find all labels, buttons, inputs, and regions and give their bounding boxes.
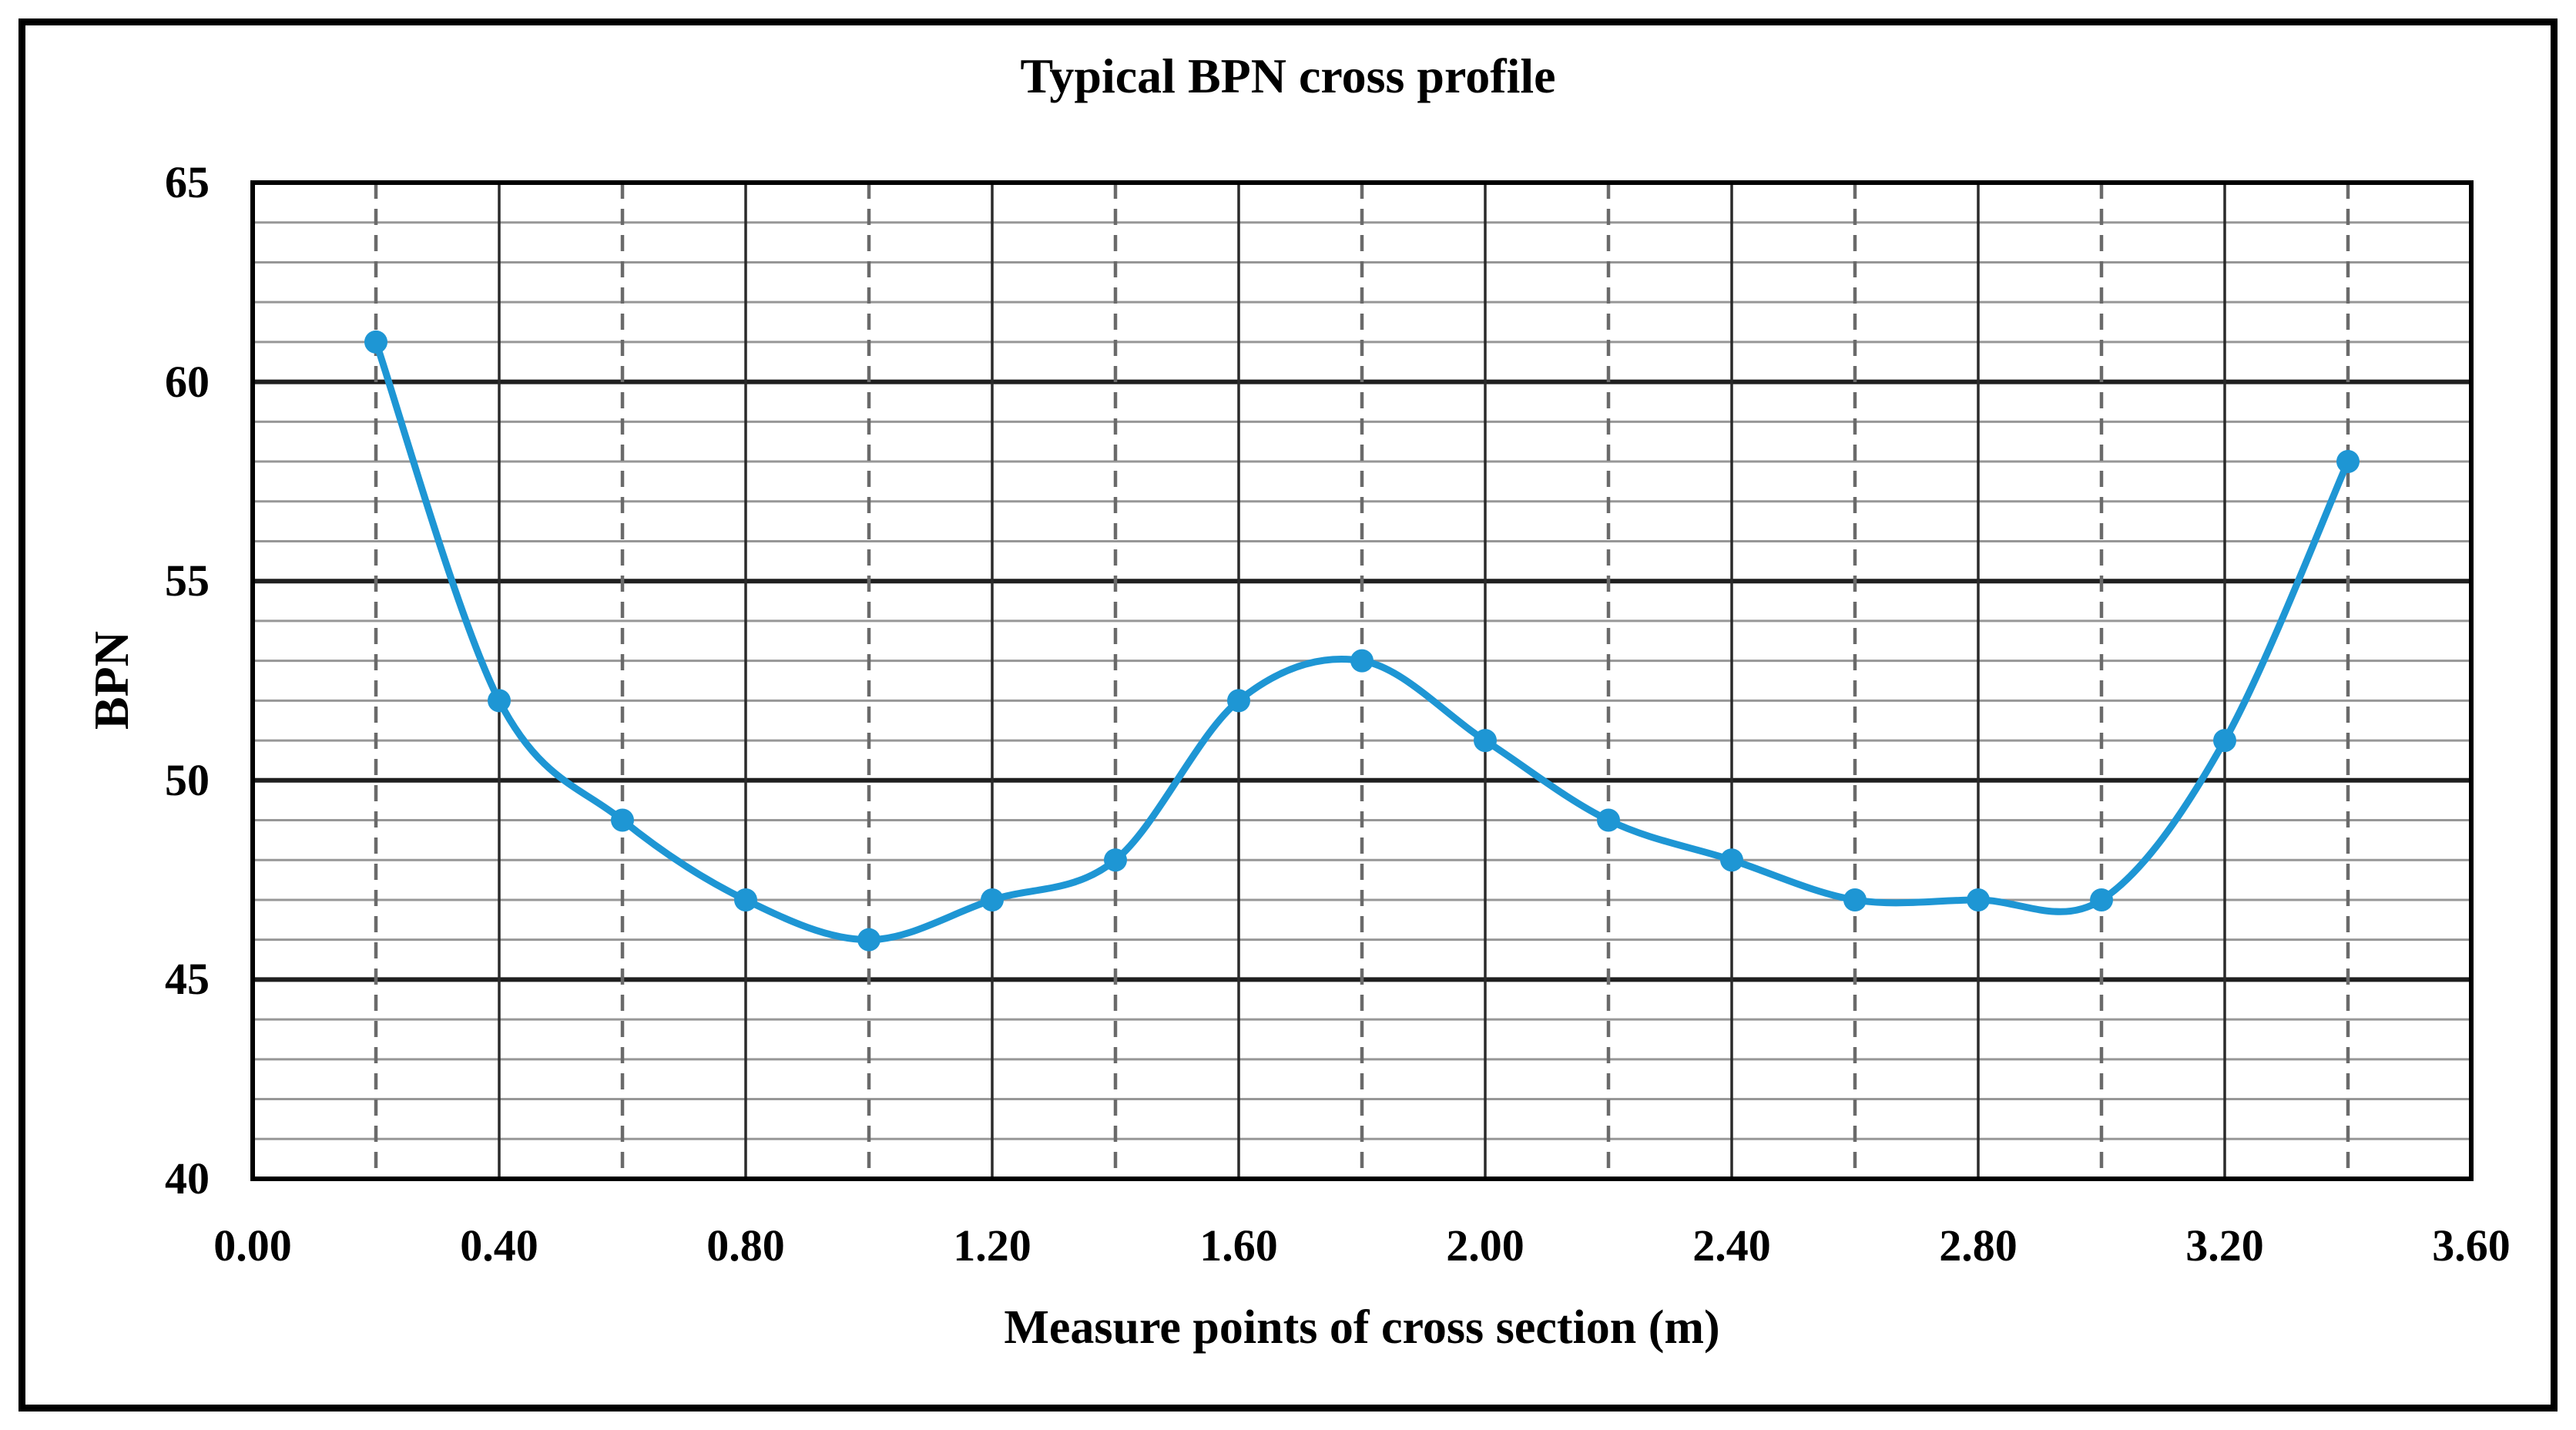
y-tick-label: 65	[165, 157, 210, 207]
data-point-marker	[2213, 729, 2236, 753]
data-point-marker	[1967, 888, 1990, 911]
x-tick-label: 0.40	[460, 1220, 538, 1271]
data-point-marker	[1597, 808, 1620, 832]
x-tick-label: 0.80	[706, 1220, 785, 1271]
figure-border	[18, 18, 2558, 1412]
x-tick-label: 3.20	[2185, 1220, 2264, 1271]
data-point-marker	[981, 888, 1004, 911]
x-tick-label: 2.40	[1692, 1220, 1771, 1271]
x-tick-label: 0.00	[213, 1220, 292, 1271]
x-tick-label: 2.00	[1446, 1220, 1524, 1271]
y-tick-label: 55	[165, 556, 210, 606]
series-line	[372, 338, 2352, 944]
data-point-marker	[1474, 729, 1497, 753]
data-point-marker	[2090, 888, 2113, 911]
data-point-marker	[1843, 888, 1867, 911]
plot-border	[250, 180, 2474, 1181]
data-point-marker	[488, 689, 511, 713]
data-point-marker	[611, 808, 634, 832]
chart-title: Typical BPN cross profile	[1020, 49, 1556, 103]
data-point-marker	[364, 330, 387, 354]
data-point-marker	[857, 928, 880, 952]
x-tick-label: 1.60	[1199, 1220, 1278, 1271]
y-tick-label: 40	[165, 1153, 210, 1203]
x-axis-title: Measure points of cross section (m)	[1004, 1301, 1720, 1354]
y-tick-label: 60	[165, 356, 210, 407]
x-tick-label: 3.60	[2432, 1220, 2511, 1271]
x-tick-label: 1.20	[953, 1220, 1031, 1271]
y-tick-label: 45	[165, 954, 210, 1005]
x-tick-label: 2.80	[1939, 1220, 2018, 1271]
data-point-marker	[1227, 689, 1250, 713]
data-point-marker	[1350, 649, 1374, 673]
y-tick-label: 50	[165, 754, 210, 805]
data-point-marker	[2336, 450, 2360, 474]
data-point-marker	[1720, 848, 1743, 872]
data-point-marker	[1104, 848, 1127, 872]
data-point-marker	[734, 888, 757, 911]
